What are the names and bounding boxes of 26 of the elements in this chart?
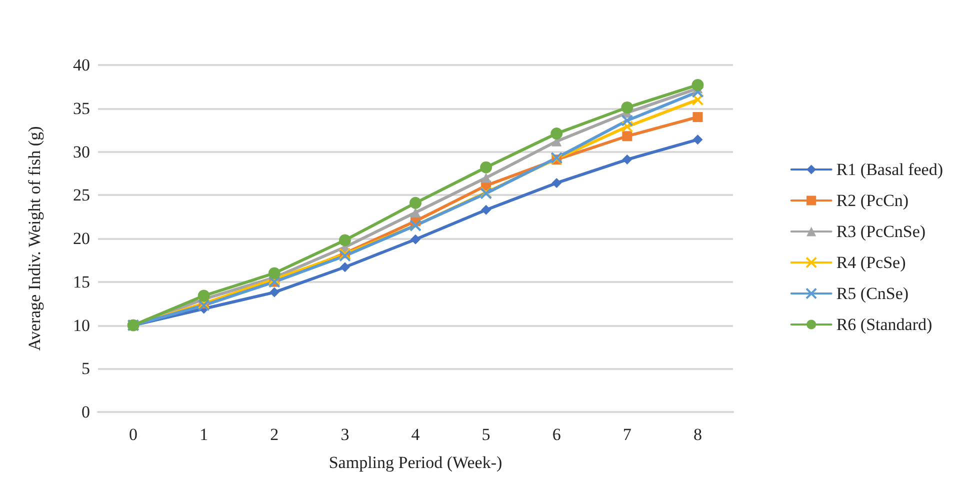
x-axis-title: Sampling Period (Week-) [328, 453, 502, 472]
x-tick-label: 8 [693, 425, 702, 444]
x-tick-label: 7 [622, 425, 632, 444]
x-tick-label: 5 [482, 425, 490, 444]
legend-label: R2 (PcCn) [836, 191, 909, 210]
x-tick-label: 3 [340, 425, 350, 444]
y-tick-label: 15 [73, 272, 90, 292]
legend-label: R1 (Basal feed) [836, 160, 944, 179]
y-tick-label: 10 [73, 316, 90, 335]
x-tick-label: 0 [129, 425, 138, 444]
y-axis-title: Average Indiv. Weight of fish (g) [25, 126, 44, 351]
x-tick-label: 4 [411, 425, 420, 444]
x-tick-label: 1 [200, 425, 208, 444]
x-tick-label: 2 [270, 425, 279, 444]
y-tick-label: 20 [73, 229, 90, 248]
y-tick-label: 35 [73, 98, 90, 118]
legend-label: R3 (PcCnSe) [836, 222, 926, 241]
y-tick-label: 40 [73, 56, 90, 74]
legend-label: R6 (Standard) [836, 315, 932, 334]
legend-label: R5 (CnSe) [836, 284, 909, 303]
legend-label: R4 (PcSe) [836, 253, 906, 272]
x-tick-label: 6 [552, 425, 561, 444]
y-tick-label: 5 [82, 359, 90, 378]
y-tick-label: 25 [73, 186, 90, 205]
y-tick-label: 0 [82, 402, 90, 422]
y-tick-label: 30 [73, 142, 90, 162]
